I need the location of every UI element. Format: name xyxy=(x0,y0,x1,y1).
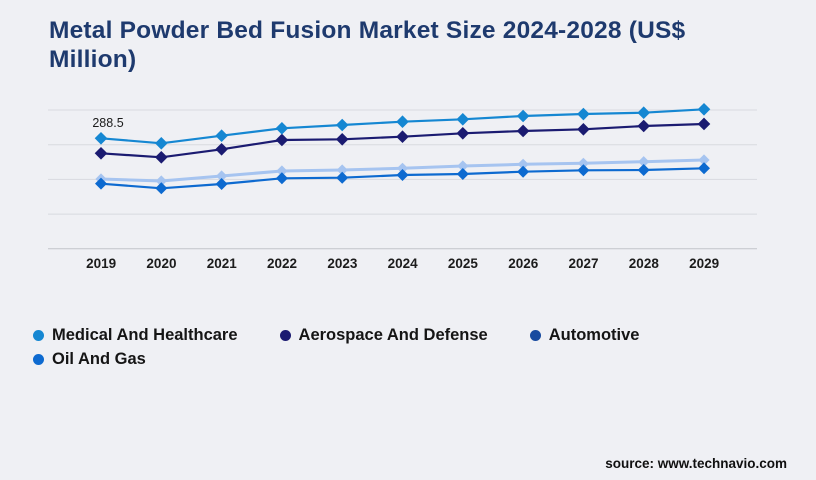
data-point-diamond xyxy=(94,132,108,145)
data-point-diamond xyxy=(155,136,168,150)
legend-dot-icon xyxy=(529,330,541,341)
data-point-diamond xyxy=(456,126,470,140)
x-tick-label: 2025 xyxy=(447,256,478,271)
data-point-diamond xyxy=(456,167,469,180)
x-axis-labels: 2019 2020 2021 2022 2023 2024 2025 2026 2027 2028… xyxy=(71,256,735,274)
data-point-diamond xyxy=(697,117,711,131)
legend-item-medical-and-healthcare[interactable]: Medical And Healthcare xyxy=(33,324,238,346)
data-point-diamond xyxy=(456,113,470,126)
line-chart-svg: 288.5 xyxy=(48,103,757,250)
x-tick-label: 2024 xyxy=(387,256,418,271)
market-size-line-chart: 288.5 xyxy=(0,95,816,257)
data-point-diamond xyxy=(336,164,348,176)
data-point-diamond xyxy=(95,177,107,190)
legend-label: Oil And Gas xyxy=(52,349,146,368)
legend-item-aerospace-and-defense[interactable]: Aerospace And Defense xyxy=(279,324,488,346)
legend-dot-icon xyxy=(279,330,291,341)
data-point-diamond xyxy=(335,118,349,132)
page-title-line2: Million) xyxy=(49,46,137,73)
legend-item-automotive[interactable]: Automotive xyxy=(529,324,640,346)
source-attribution: source: www.technavio.com xyxy=(605,456,787,471)
data-point-diamond xyxy=(516,109,530,123)
data-point-diamond xyxy=(396,115,409,129)
x-tick-label: 2020 xyxy=(146,256,177,271)
data-point-diamond xyxy=(577,157,589,169)
data-point-diamond xyxy=(396,130,409,143)
x-tick-label: 2023 xyxy=(327,256,358,271)
data-point-diamond xyxy=(215,129,228,142)
data-point-diamond xyxy=(516,124,530,138)
data-point-diamond xyxy=(577,107,590,121)
data-point-diamond xyxy=(637,119,650,133)
data-point-diamond xyxy=(335,132,349,146)
data-point-diamond xyxy=(94,146,108,160)
x-tick-label: 2022 xyxy=(267,256,298,271)
x-tick-label: 2019 xyxy=(86,256,117,271)
data-point-diamond xyxy=(276,165,288,177)
data-point-diamond xyxy=(275,172,288,185)
data-point-diamond xyxy=(155,150,168,164)
data-point-diamond xyxy=(698,162,710,175)
data-point-diamond xyxy=(577,164,590,177)
data-point-diamond xyxy=(637,106,650,120)
legend-label: Medical And Healthcare xyxy=(52,325,238,344)
x-tick-label: 2021 xyxy=(206,256,237,271)
data-point-diamond xyxy=(637,163,650,176)
x-tick-label: 2029 xyxy=(689,256,720,271)
data-point-diamond xyxy=(216,170,228,182)
data-point-diamond xyxy=(517,165,530,178)
chart-legend: Medical And Healthcare Aerospace And Defe… xyxy=(33,324,733,370)
data-point-diamond xyxy=(638,156,650,168)
data-point-diamond xyxy=(336,171,349,184)
data-point-diamond xyxy=(457,160,469,172)
x-tick-label: 2026 xyxy=(508,256,539,271)
data-point-diamond xyxy=(697,103,711,116)
data-point-diamond xyxy=(577,122,590,136)
data-label: 288.5 xyxy=(92,116,123,130)
x-tick-label: 2028 xyxy=(628,256,659,271)
legend-item-oil-and-gas[interactable]: Oil And Gas xyxy=(33,348,146,370)
x-tick-label: 2027 xyxy=(568,256,599,271)
legend-dot-icon xyxy=(33,330,44,341)
data-point-diamond xyxy=(155,182,168,195)
data-point-diamond xyxy=(517,158,529,170)
legend-dot-icon xyxy=(33,354,44,365)
data-point-diamond xyxy=(396,168,409,181)
data-point-diamond xyxy=(215,177,228,190)
page-title: Metal Powder Bed Fusion Market Size 2024… xyxy=(49,16,739,74)
legend-label: Automotive xyxy=(548,325,640,344)
page-title-line1: Metal Powder Bed Fusion Market Size 2024… xyxy=(49,17,686,44)
legend-label: Aerospace And Defense xyxy=(298,325,488,344)
data-point-diamond xyxy=(275,122,289,135)
data-point-diamond xyxy=(396,162,409,174)
